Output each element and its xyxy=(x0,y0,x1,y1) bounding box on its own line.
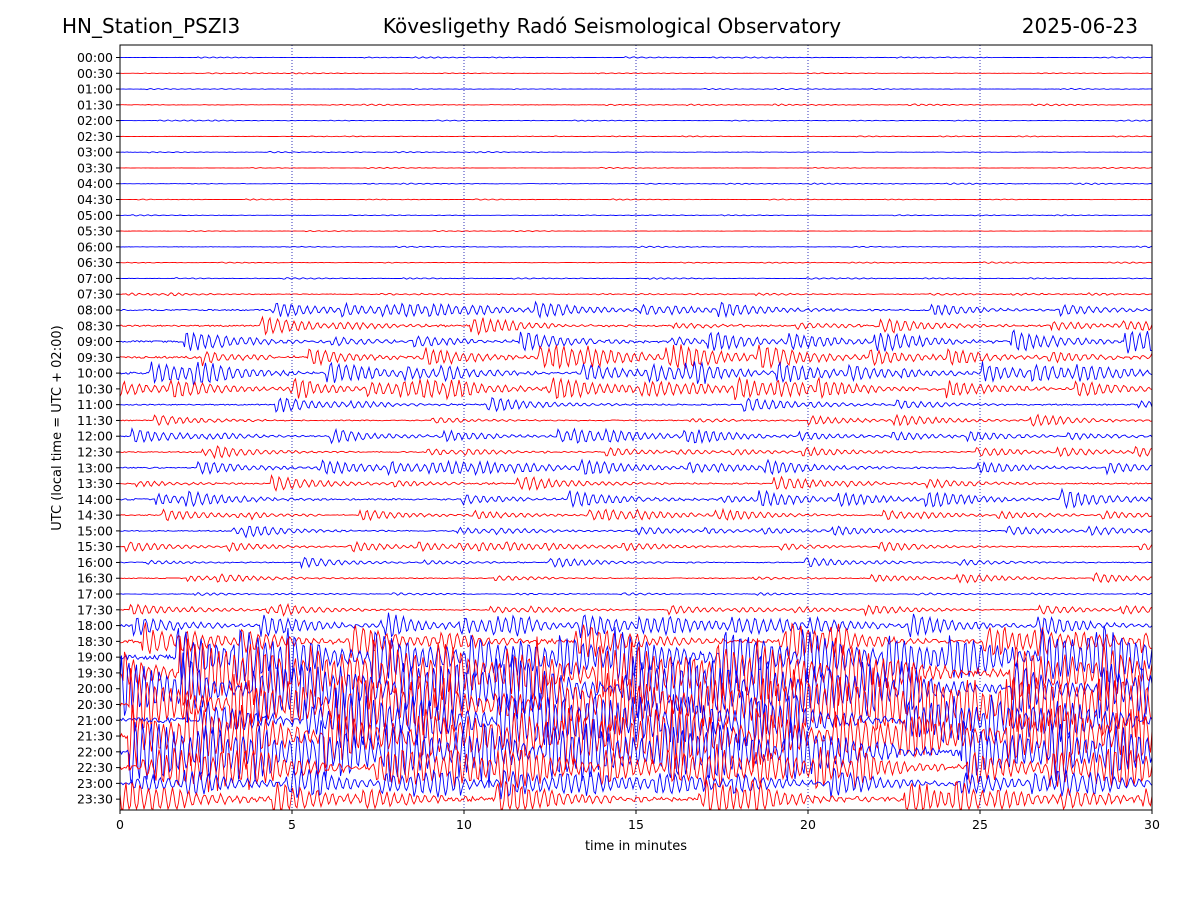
y-tick-label: 07:00 xyxy=(77,271,113,286)
y-tick-label: 21:00 xyxy=(77,713,113,728)
y-tick-label: 23:00 xyxy=(77,776,113,791)
x-tick-label: 20 xyxy=(800,817,816,832)
y-tick-label: 03:00 xyxy=(77,145,113,160)
y-tick-label: 22:30 xyxy=(77,760,113,775)
trace-2100 xyxy=(119,687,1153,751)
trace-0700 xyxy=(119,277,1152,280)
station-name: HN_Station_PSZI3 xyxy=(62,14,241,38)
plot-frame xyxy=(119,44,1153,811)
y-tick-label: 05:30 xyxy=(77,224,113,239)
x-tick-label: 30 xyxy=(1144,817,1160,832)
chart-title: Kövesligethy Radó Seismological Observat… xyxy=(382,14,842,38)
x-tick-label: 5 xyxy=(288,817,296,832)
y-tick-label: 15:30 xyxy=(77,539,113,554)
y-tick-label: 01:30 xyxy=(77,97,113,112)
y-tick-label: 15:00 xyxy=(77,523,113,538)
trace-0100 xyxy=(120,87,1153,91)
y-tick-label: 08:00 xyxy=(77,302,113,317)
y-tick-label: 16:00 xyxy=(77,555,113,570)
y-axis-label: UTC (local time = UTC + 02:00) xyxy=(50,325,65,530)
y-tick-label: 00:00 xyxy=(77,50,113,65)
trace-0800 xyxy=(120,300,1153,319)
trace-0500 xyxy=(120,214,1153,217)
y-tick-label: 17:30 xyxy=(77,602,113,617)
y-tick-label: 16:30 xyxy=(77,571,113,586)
y-tick-label: 03:30 xyxy=(77,160,113,175)
y-tick-label: 11:30 xyxy=(77,413,113,428)
y-tick-label: 07:30 xyxy=(77,287,113,302)
x-tick-label: 15 xyxy=(628,817,644,832)
y-tick-label: 02:30 xyxy=(77,129,113,144)
y-tick-label: 06:30 xyxy=(77,255,113,270)
trace-0430 xyxy=(119,198,1153,201)
x-axis-label: time in minutes xyxy=(585,839,687,854)
trace-0130 xyxy=(119,103,1153,107)
y-tick-label: 09:30 xyxy=(77,350,113,365)
y-tick-label: 18:30 xyxy=(77,634,113,649)
trace-1100 xyxy=(119,397,1153,413)
trace-2300 xyxy=(119,767,1153,800)
x-tick-label: 25 xyxy=(972,817,988,832)
y-tick-label: 06:00 xyxy=(77,239,113,254)
y-tick-label: 17:00 xyxy=(77,587,113,602)
axes-layer: 00:0000:3001:0001:3002:0002:3003:0003:30… xyxy=(77,44,1160,832)
x-tick-label: 0 xyxy=(116,817,124,832)
trace-0830 xyxy=(119,315,1153,336)
y-tick-label: 02:00 xyxy=(77,113,113,128)
y-tick-label: 23:30 xyxy=(77,792,113,807)
trace-0630 xyxy=(120,261,1153,264)
y-tick-label: 00:30 xyxy=(77,66,113,81)
y-tick-label: 04:00 xyxy=(77,176,113,191)
trace-1630 xyxy=(119,572,1153,584)
x-tick-label: 10 xyxy=(456,817,472,832)
y-tick-label: 10:00 xyxy=(77,366,113,381)
trace-0230 xyxy=(120,135,1153,138)
y-tick-label: 21:30 xyxy=(77,729,113,744)
y-tick-label: 14:00 xyxy=(77,492,113,507)
trace-0300 xyxy=(120,150,1153,154)
chart-date: 2025-06-23 xyxy=(1021,14,1138,38)
y-tick-label: 04:30 xyxy=(77,192,113,207)
y-tick-label: 13:30 xyxy=(77,476,113,491)
y-tick-label: 19:00 xyxy=(77,650,113,665)
y-tick-label: 14:30 xyxy=(77,508,113,523)
y-tick-label: 12:30 xyxy=(77,445,113,460)
y-tick-label: 10:30 xyxy=(77,381,113,396)
y-tick-label: 08:30 xyxy=(77,318,113,333)
y-tick-label: 09:00 xyxy=(77,334,113,349)
y-tick-label: 18:00 xyxy=(77,618,113,633)
y-tick-label: 20:30 xyxy=(77,697,113,712)
y-tick-label: 22:00 xyxy=(77,744,113,759)
y-tick-label: 12:00 xyxy=(77,429,113,444)
y-tick-label: 19:30 xyxy=(77,665,113,680)
y-tick-label: 01:00 xyxy=(77,82,113,97)
trace-1600 xyxy=(120,556,1153,570)
trace-0930 xyxy=(119,344,1153,370)
y-tick-label: 11:00 xyxy=(77,397,113,412)
y-tick-label: 05:00 xyxy=(77,208,113,223)
trace-1300 xyxy=(119,458,1153,477)
y-tick-label: 20:00 xyxy=(77,681,113,696)
y-tick-label: 13:00 xyxy=(77,460,113,475)
